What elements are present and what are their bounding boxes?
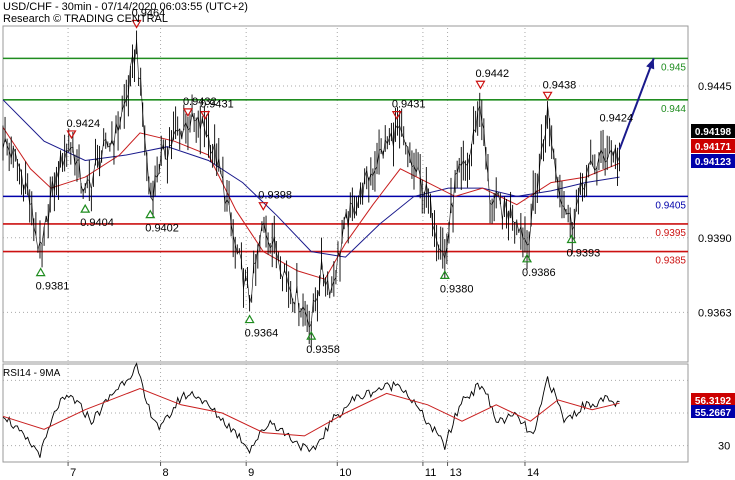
peak-label: 0.9431 bbox=[200, 99, 234, 111]
trough-marker bbox=[244, 314, 255, 324]
peak-label: 0.9398 bbox=[258, 190, 292, 202]
rsi-value-tag-label: 56.3192 bbox=[695, 396, 732, 407]
level-label: 0.9395 bbox=[655, 228, 686, 239]
rsi-panel bbox=[2, 362, 620, 458]
peak-label: 0.9442 bbox=[475, 68, 509, 80]
chart-subtitle: Research © TRADING CENTRAL bbox=[3, 13, 168, 25]
peak-marker bbox=[200, 111, 211, 120]
support-resistance-levels: 0.945 0.944 0.9405 0.9395 0.9385 bbox=[3, 57, 688, 267]
trough-marker bbox=[566, 234, 577, 244]
x-tick-label: 7 bbox=[70, 467, 76, 479]
rsi-value-tag-label: 55.2667 bbox=[695, 408, 732, 419]
peak-marker bbox=[542, 91, 553, 101]
x-tick-label: 11 bbox=[425, 467, 436, 479]
x-tick-label: 14 bbox=[527, 467, 539, 479]
price-tag bbox=[691, 154, 735, 168]
forecast-arrow: 0.9424 bbox=[600, 58, 655, 150]
trough-marker bbox=[521, 253, 533, 263]
y-tick-label: 0.9445 bbox=[698, 81, 732, 93]
trough-marker bbox=[145, 209, 156, 219]
trough-label: 0.9380 bbox=[440, 283, 474, 295]
rsi-ma-line bbox=[2, 387, 620, 437]
peak-label: 0.9438 bbox=[543, 79, 577, 91]
rsi-title: RSI14 - 9MA bbox=[3, 368, 61, 379]
y-tick-label: 0.9390 bbox=[698, 233, 732, 245]
rsi-value-tag bbox=[691, 393, 735, 406]
trough-label: 0.9364 bbox=[245, 328, 279, 340]
x-tick-label: 9 bbox=[248, 467, 254, 479]
level-label: 0.945 bbox=[661, 62, 686, 73]
peak-marker bbox=[182, 108, 193, 118]
price-tag-label: 0.94198 bbox=[695, 127, 732, 138]
price-tag-label: 0.94171 bbox=[695, 142, 732, 153]
trough-marker bbox=[80, 203, 91, 213]
trough-label: 0.9393 bbox=[567, 248, 601, 260]
price-tag bbox=[691, 124, 735, 138]
peak-marker bbox=[475, 80, 486, 90]
chart-title: USD/CHF - 30min - 07/14/2020 06:03:55 (U… bbox=[3, 1, 248, 13]
trough-label: 0.9404 bbox=[80, 217, 114, 229]
forecast-label: 0.9424 bbox=[600, 112, 634, 124]
x-tick-label: 10 bbox=[339, 467, 351, 479]
y-tick-label: 0.9363 bbox=[698, 307, 732, 319]
peak-label: 0.9464 bbox=[132, 8, 166, 20]
peak-label: 0.9424 bbox=[67, 118, 101, 130]
forecast-arrowhead bbox=[646, 58, 655, 70]
trough-label: 0.9381 bbox=[36, 281, 70, 293]
trough-marker bbox=[306, 330, 317, 340]
trough-label: 0.9386 bbox=[522, 267, 556, 279]
price-panel-frame bbox=[2, 25, 689, 363]
peak-trough-markers: 0.94240.94640.94320.94310.93980.94310.94… bbox=[35, 8, 601, 356]
trough-label: 0.9358 bbox=[306, 344, 340, 356]
price-tag-label: 0.94123 bbox=[695, 157, 732, 168]
level-label: 0.9405 bbox=[655, 200, 686, 211]
trough-label: 0.9402 bbox=[145, 223, 179, 235]
moving-averages bbox=[2, 99, 620, 280]
x-tick-label: 13 bbox=[450, 467, 462, 479]
main-grid bbox=[2, 25, 689, 363]
peak-label: 0.9431 bbox=[392, 99, 426, 111]
price-series bbox=[2, 30, 620, 349]
level-label: 0.9385 bbox=[655, 256, 686, 267]
peak-marker bbox=[258, 202, 269, 211]
level-label: 0.944 bbox=[661, 104, 686, 115]
price-tag bbox=[691, 139, 735, 153]
trough-marker bbox=[35, 267, 46, 277]
x-tick-label: 8 bbox=[163, 467, 169, 479]
forecast-line bbox=[618, 58, 655, 150]
rsi-grid bbox=[2, 363, 689, 463]
peak-marker bbox=[66, 130, 77, 140]
fast-moving-average bbox=[2, 127, 620, 280]
rsi-tick-label: 30 bbox=[718, 441, 730, 453]
slow-moving-average bbox=[2, 99, 620, 258]
price-line bbox=[2, 39, 620, 329]
peak-label: 0.9432 bbox=[183, 96, 217, 108]
axes: 789101113140.94450.93900.936350300.94198… bbox=[67, 81, 735, 479]
rsi-value-tag bbox=[691, 405, 735, 418]
peak-marker bbox=[391, 111, 402, 120]
peak-marker bbox=[131, 19, 142, 29]
trough-marker bbox=[439, 270, 450, 279]
